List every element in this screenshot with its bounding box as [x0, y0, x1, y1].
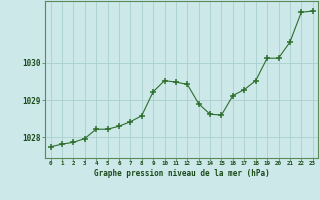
X-axis label: Graphe pression niveau de la mer (hPa): Graphe pression niveau de la mer (hPa) [94, 169, 269, 178]
